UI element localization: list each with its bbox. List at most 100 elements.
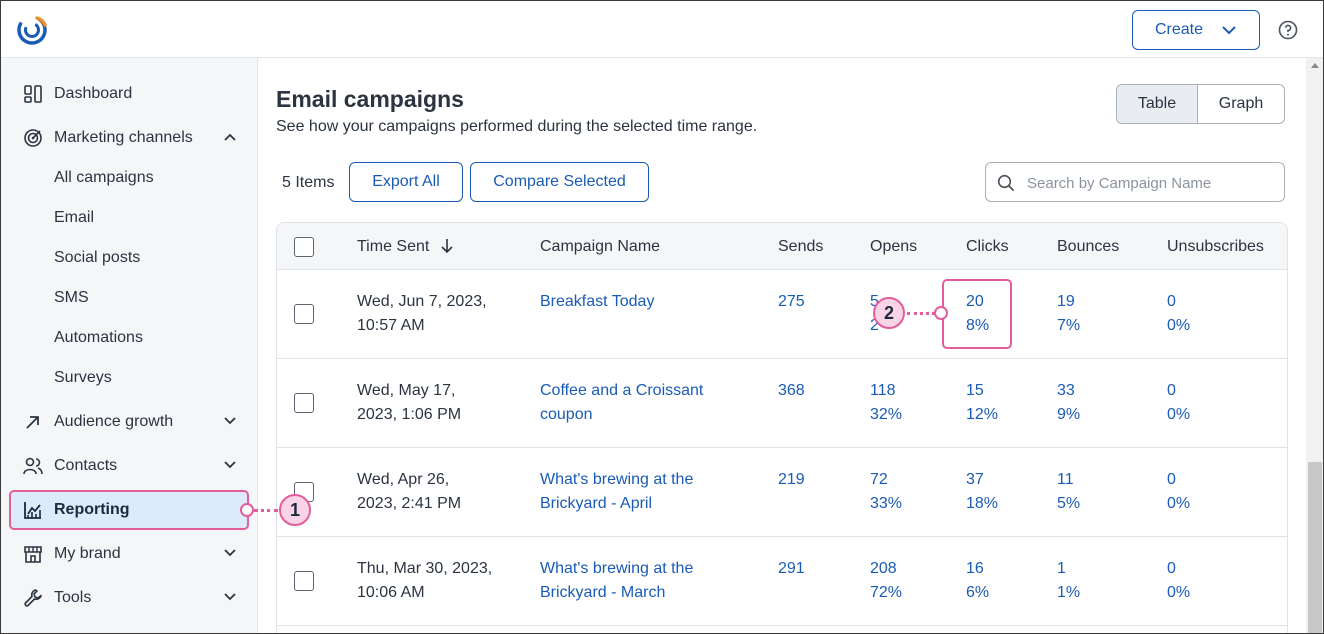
unsubscribes-link[interactable]: 0 0% [1167,382,1191,423]
clicks-link[interactable]: 37 18% [966,471,999,512]
opens-link[interactable]: 72 33% [870,471,903,512]
sidebar-item-my-brand[interactable]: My brand [9,534,249,574]
sidebar-subitem-automations[interactable]: Automations [54,329,143,346]
compare-selected-button[interactable]: Compare Selected [470,162,649,202]
table-view-button[interactable]: Table [1117,85,1198,123]
column-header-campaign-name[interactable]: Campaign Name [540,238,661,255]
sidebar-item-label: Tools [54,589,92,606]
sidebar-subitem-email[interactable]: Email [54,209,95,226]
chevron-down-icon [224,549,236,557]
bounces-link[interactable]: 1 1% [1057,560,1081,601]
sidebar-item-audience-growth[interactable]: Audience growth [9,402,249,442]
opens-link[interactable]: 118 32% [870,382,903,423]
clicks-link[interactable]: 16 6% [966,560,990,601]
campaign-name-link[interactable]: Breakfast Today [540,293,655,310]
bounces-link[interactable]: 33 9% [1057,382,1081,423]
sidebar-item-label: Reporting [54,501,130,518]
logo-icon[interactable] [15,13,49,47]
sidebar-item-label: Audience growth [54,413,174,430]
sends-link[interactable]: 368 [778,382,805,399]
sidebar-item-label: Contacts [54,457,118,474]
top-bar: Create [1,1,1323,58]
view-toggle: Table Graph [1116,84,1285,124]
column-header-unsubscribes[interactable]: Unsubscribes [1167,238,1264,255]
sidebar-item-label: My brand [54,545,121,562]
contacts-icon [23,457,43,475]
bounces-link[interactable]: 19 7% [1057,293,1081,334]
dashboard-icon [24,85,42,103]
sends-link[interactable]: 275 [778,293,805,310]
sidebar-item-label: Marketing channels [54,129,193,146]
column-header-label: Time Sent [357,238,430,255]
row-checkbox[interactable] [294,571,314,591]
sidebar: Dashboard Marketing channels All campaig… [1,58,258,633]
callout-connector-line [907,312,935,315]
callout-connector-dot [934,306,948,320]
column-header-opens[interactable]: Opens [870,238,918,255]
chevron-down-icon [224,461,236,469]
sends-link[interactable]: 291 [778,560,805,577]
time-sent-cell: Wed, Apr 26, 2023, 2:41 PM [357,471,462,512]
column-header-bounces[interactable]: Bounces [1057,238,1120,255]
chevron-down-icon [224,593,236,601]
column-header-sends[interactable]: Sends [778,238,824,255]
graph-view-button[interactable]: Graph [1218,95,1264,112]
callout-connector-line [254,509,278,512]
clicks-link[interactable]: 20 8% [966,293,990,334]
table-row: Thu, Mar 30, 2023, 10:06 AM What's brewi… [277,537,1287,626]
sidebar-item-dashboard[interactable]: Dashboard [9,74,249,114]
items-count: 5 Items [282,174,335,191]
row-checkbox[interactable] [294,393,314,413]
unsubscribes-link[interactable]: 0 0% [1167,560,1191,601]
chart-icon [24,502,41,519]
unsubscribes-link[interactable]: 0 0% [1167,471,1191,512]
column-header-time-sent[interactable]: Time Sent [357,238,454,256]
callout-badge-2: 2 [873,297,905,329]
store-icon [24,546,42,563]
campaign-name-link[interactable]: Coffee and a Croissant coupon [540,382,704,423]
campaigns-table: Time Sent Campaign Name Sends Opens Clic… [276,222,1288,633]
page-title: Email campaigns [276,86,464,112]
help-icon[interactable] [1278,20,1298,40]
page-subtitle: See how your campaigns performed during … [276,118,758,135]
sidebar-item-marketing-channels[interactable]: Marketing channels [9,118,249,158]
sidebar-subitem-sms[interactable]: SMS [54,289,89,306]
main-content: Email campaigns See how your campaigns p… [259,58,1305,633]
vertical-scrollbar[interactable] [1306,58,1323,633]
opens-link[interactable]: 208 72% [870,560,903,601]
search-box: Search by Campaign Name [985,162,1285,202]
opens-link[interactable]: 5 2 [870,293,879,334]
sidebar-item-tools[interactable]: Tools [9,578,249,618]
clicks-link[interactable]: 15 12% [966,382,999,423]
export-all-button[interactable]: Export All [349,162,463,202]
search-input[interactable]: Search by Campaign Name [1027,175,1212,192]
sidebar-item-reporting[interactable]: Reporting [9,490,249,530]
sidebar-subitem-surveys[interactable]: Surveys [54,369,112,386]
sidebar-item-contacts[interactable]: Contacts [9,446,249,486]
scroll-up-arrow-icon[interactable] [1310,61,1320,69]
sends-link[interactable]: 219 [778,471,805,488]
campaign-name-link[interactable]: What's brewing at the Brickyard - March [540,560,694,601]
unsubscribes-link[interactable]: 0 0% [1167,293,1191,334]
chevron-up-icon [224,133,236,141]
table-row: Wed, Apr 26, 2023, 2:41 PM What's brewin… [277,448,1287,537]
chevron-down-icon [224,417,236,425]
column-header-clicks[interactable]: Clicks [966,238,1009,255]
time-sent-cell: Wed, May 17, 2023, 1:06 PM [357,382,462,423]
create-button[interactable]: Create [1132,10,1260,50]
table-row: Wed, Jun 7, 2023, 10:57 AM Breakfast Tod… [277,270,1287,359]
row-checkbox[interactable] [294,304,314,324]
scrollbar-thumb[interactable] [1308,462,1322,633]
wrench-icon [24,589,42,607]
table-row: Wed, May 17, 2023, 1:06 PM Coffee and a … [277,359,1287,448]
sidebar-subitem-all-campaigns[interactable]: All campaigns [54,169,154,186]
select-all-checkbox[interactable] [294,237,314,257]
arrow-up-right-icon [26,416,39,429]
time-sent-cell: Wed, Jun 7, 2023, 10:57 AM [357,293,487,334]
chevron-down-icon [1222,26,1236,35]
campaign-name-link[interactable]: What's brewing at the Brickyard - April [540,471,694,512]
sidebar-subitem-social-posts[interactable]: Social posts [54,249,141,266]
sort-arrow-down-icon [441,239,453,254]
bounces-link[interactable]: 11 5% [1057,471,1081,512]
